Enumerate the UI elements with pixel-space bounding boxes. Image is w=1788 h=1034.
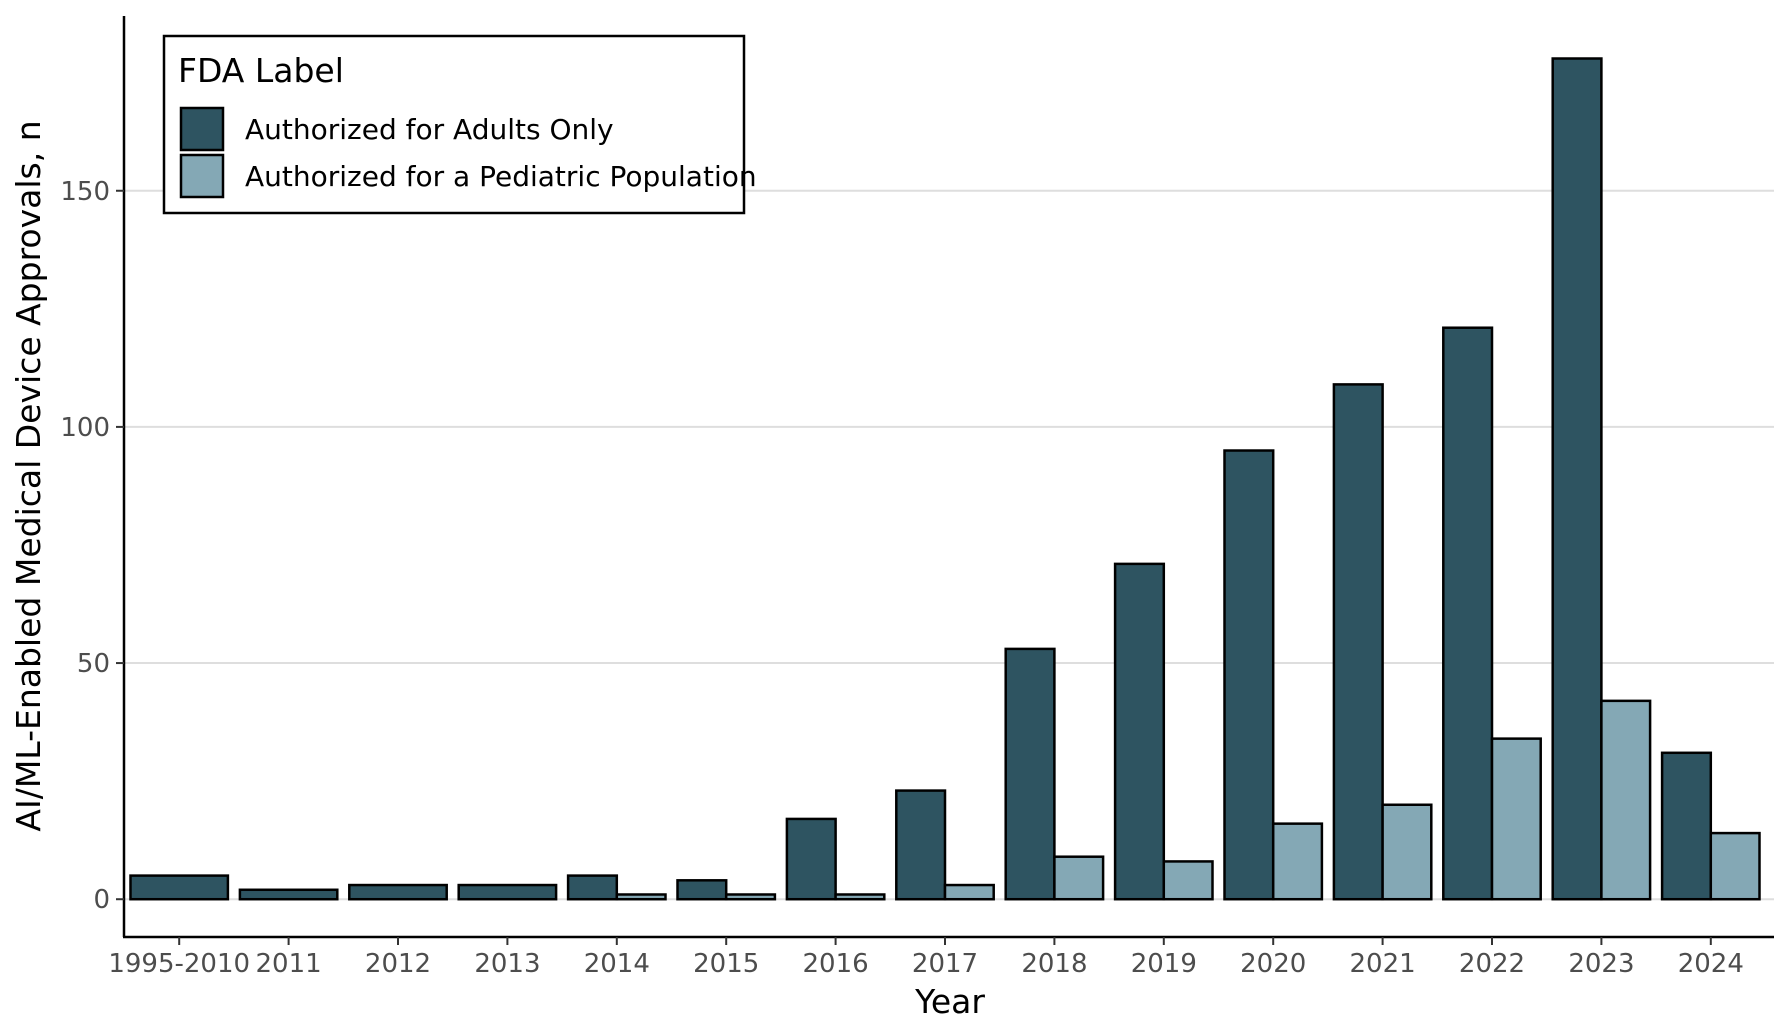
bar-pediatric bbox=[834, 893, 886, 901]
y-tick-label: 0 bbox=[93, 885, 110, 915]
legend-box bbox=[162, 34, 746, 215]
x-tick-label: 2023 bbox=[1568, 949, 1634, 979]
y-tick-label: 100 bbox=[60, 413, 110, 443]
bar-adults-only bbox=[1113, 562, 1166, 901]
x-axis-title: Year bbox=[914, 982, 985, 1021]
x-tick-label: 2014 bbox=[584, 949, 650, 979]
y-axis-title: AI/ML-Enabled Medical Device Approvals, … bbox=[9, 120, 48, 831]
y-axis-ticks: 0 50 100 150 bbox=[60, 177, 124, 915]
x-tick-label: 2011 bbox=[256, 949, 322, 979]
bar-adults-only bbox=[129, 874, 230, 901]
x-tick-label: 2020 bbox=[1240, 949, 1306, 979]
bar-adults-only bbox=[1660, 751, 1713, 901]
bar-adults-only bbox=[238, 888, 339, 901]
x-tick-label: 2016 bbox=[803, 949, 869, 979]
legend-title: FDA Label bbox=[178, 51, 344, 90]
legend-label: Authorized for Adults Only bbox=[245, 113, 614, 146]
x-tick-label: 2018 bbox=[1021, 949, 1087, 979]
bar-adults-only bbox=[1332, 383, 1384, 901]
bar-adults-only bbox=[1551, 57, 1603, 901]
bar-pediatric bbox=[1162, 860, 1214, 901]
bar-adults-only bbox=[566, 874, 619, 901]
bar-adults-only bbox=[676, 879, 728, 901]
x-tick-label: 2017 bbox=[912, 949, 978, 979]
x-tick-label: 2015 bbox=[693, 949, 759, 979]
x-tick-label: 2021 bbox=[1350, 949, 1416, 979]
bar-pediatric bbox=[943, 883, 995, 901]
x-tick-label: 2024 bbox=[1678, 949, 1744, 979]
bar-adults-only bbox=[785, 817, 837, 901]
bar-pediatric bbox=[1709, 831, 1761, 901]
bar-adults-only bbox=[1223, 449, 1275, 901]
x-tick-label: 2013 bbox=[474, 949, 540, 979]
legend-label: Authorized for a Pediatric Population bbox=[245, 160, 757, 193]
bar-pediatric bbox=[1271, 822, 1324, 901]
x-tick-label: 2022 bbox=[1459, 949, 1525, 979]
bar-pediatric bbox=[615, 893, 667, 901]
bar-adults-only bbox=[457, 883, 558, 901]
bar-pediatric bbox=[724, 893, 777, 901]
bar-pediatric bbox=[1053, 855, 1105, 901]
legend-items: Authorized for Adults Only Authorized for… bbox=[179, 106, 757, 199]
y-tick-label: 150 bbox=[60, 177, 110, 207]
bar-adults-only bbox=[1004, 647, 1056, 901]
x-tick-label: 1995-2010 bbox=[108, 949, 250, 979]
y-tick-label: 50 bbox=[77, 649, 110, 679]
bar-pediatric bbox=[1600, 699, 1652, 901]
x-tick-label: 2012 bbox=[365, 949, 431, 979]
bar-adults-only bbox=[1442, 326, 1494, 901]
bar-adults-only bbox=[895, 789, 947, 901]
bar-pediatric bbox=[1490, 737, 1542, 901]
bar-adults-only bbox=[348, 883, 448, 901]
legend-swatch bbox=[179, 153, 225, 199]
legend-swatch bbox=[179, 106, 225, 152]
bars bbox=[129, 57, 1761, 901]
legend: FDA Label Authorized for Adults OnlyAuth… bbox=[162, 34, 757, 215]
x-tick-label: 2019 bbox=[1131, 949, 1197, 979]
bar-pediatric bbox=[1381, 803, 1433, 901]
x-axis-ticks: 1995-2010 2011 2012 2013 2014 2015 2016 2017 201… bbox=[108, 937, 1744, 979]
